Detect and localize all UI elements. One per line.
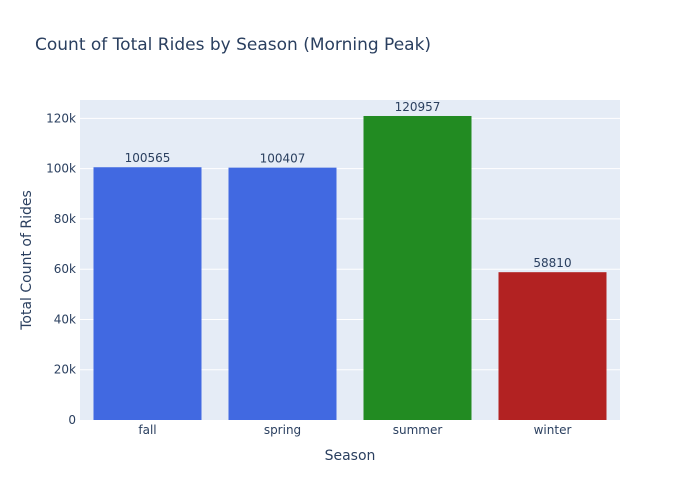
y-tick-label: 60k [54, 262, 76, 276]
x-tick-label-winter: winter [534, 423, 572, 437]
y-tick-label: 120k [46, 111, 76, 125]
y-tick-label: 80k [54, 212, 76, 226]
y-tick-label: 20k [54, 363, 76, 377]
bar-summer[interactable] [363, 115, 472, 420]
x-tick-label-fall: fall [138, 423, 156, 437]
bars [93, 115, 607, 420]
data-label-spring: 100407 [260, 152, 306, 166]
x-axis-ticks: fall spring summer winter [138, 423, 571, 437]
y-tick-label: 40k [54, 312, 76, 326]
x-tick-label-summer: summer [393, 423, 443, 437]
data-labels: 100565 100407 120957 58810 [125, 100, 572, 270]
bar-winter[interactable] [498, 272, 607, 420]
chart-title: Count of Total Rides by Season (Morning … [35, 35, 431, 55]
y-tick-label: 100k [46, 162, 76, 176]
bar-fall[interactable] [93, 167, 202, 420]
data-label-summer: 120957 [395, 100, 441, 114]
x-tick-label-spring: spring [264, 423, 301, 437]
bar-spring[interactable] [228, 167, 337, 420]
data-label-fall: 100565 [125, 151, 171, 165]
y-tick-label: 0 [68, 413, 76, 427]
y-axis-title: Total Count of Rides [19, 190, 35, 331]
y-axis-ticks: 0 20k 40k 60k 80k 100k 120k [46, 111, 76, 427]
x-axis-title: Season [325, 448, 376, 464]
data-label-winter: 58810 [533, 256, 571, 270]
